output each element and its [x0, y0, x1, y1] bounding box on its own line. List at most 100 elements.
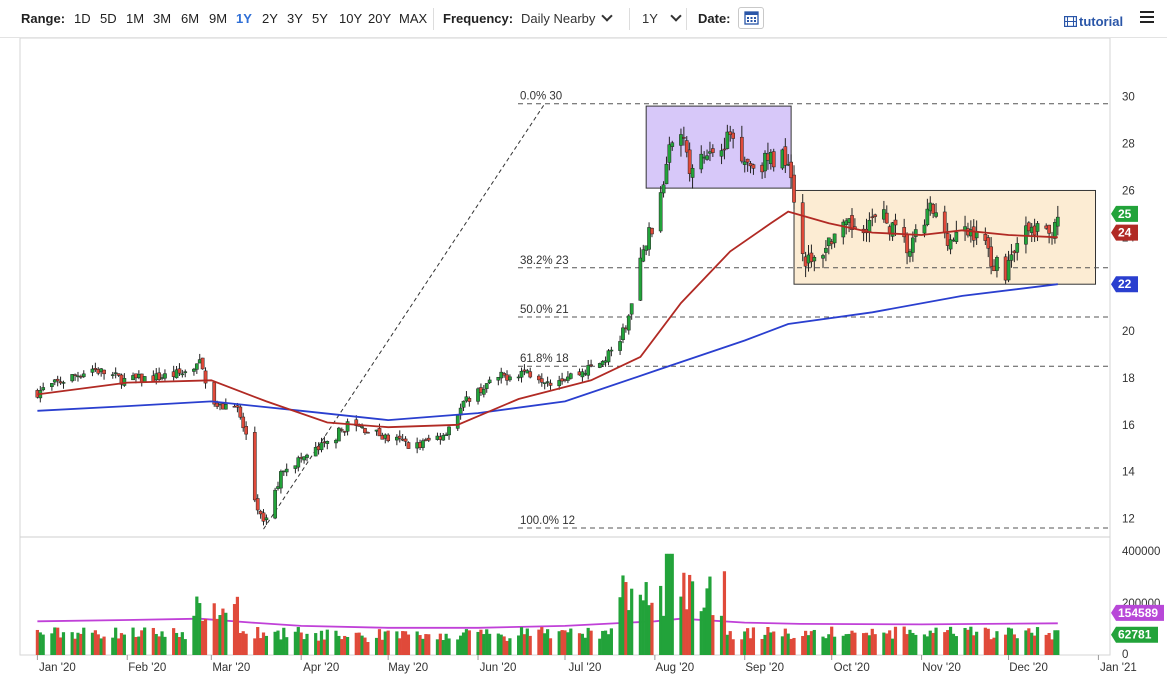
candlestick-series	[35, 124, 1060, 526]
candle-body	[606, 350, 611, 363]
candle-body	[337, 427, 341, 442]
volume-bar	[41, 634, 45, 655]
volume-bar	[893, 626, 898, 655]
range-button-2y[interactable]: 2Y	[262, 11, 278, 26]
volume-bar	[401, 631, 405, 655]
volume-bar	[560, 630, 564, 655]
candle-body	[884, 212, 889, 224]
candle-body	[742, 161, 747, 165]
volume-bar	[821, 636, 825, 655]
volume-bar	[763, 634, 767, 655]
volume-bar	[380, 639, 384, 655]
candle-body	[719, 150, 724, 157]
range-button-1d[interactable]: 1D	[74, 11, 91, 26]
x-tick-label: Oct '20	[834, 662, 870, 674]
volume-bar	[951, 633, 956, 655]
candle-body	[542, 382, 547, 384]
volume-bar	[702, 607, 706, 655]
volume-bar	[946, 630, 950, 655]
volume-bar	[172, 628, 176, 655]
volume-bar	[888, 630, 892, 655]
range-button-1m[interactable]: 1M	[126, 11, 145, 26]
volume-bar	[890, 638, 895, 655]
volume-bar	[502, 636, 506, 655]
range-button-3y[interactable]: 3Y	[287, 11, 303, 26]
volume-bar	[954, 636, 958, 655]
volume-bar	[235, 596, 240, 655]
ma-long-badge-label: 22	[1118, 277, 1132, 291]
volume-bar	[557, 631, 561, 655]
frequency-select[interactable]: Daily Nearby	[521, 10, 614, 26]
volume-bar	[827, 634, 831, 655]
volume-bar	[725, 634, 729, 655]
candle-body	[751, 164, 756, 169]
candle-body	[238, 406, 243, 418]
candle-body	[1009, 254, 1014, 261]
volume-bar	[902, 626, 906, 655]
candle-body	[731, 132, 735, 139]
volume-bar	[664, 553, 669, 655]
last-volume-badge	[1111, 626, 1158, 643]
volume-bar	[76, 632, 80, 655]
price-chart[interactable]: 0.0% 30 38.2% 23 50.0% 21 61.8% 18 100.0% 12…	[0, 38, 1167, 694]
volume-bar	[969, 626, 973, 655]
candle-body	[113, 372, 118, 374]
period-select[interactable]: 1Y	[642, 10, 682, 26]
candle-body	[212, 382, 217, 405]
volume-bar	[398, 638, 402, 655]
volume-bar	[885, 633, 889, 655]
ma-short-badge-label: 24	[1118, 226, 1132, 240]
volume-bar	[948, 626, 953, 655]
candle-body	[342, 431, 347, 433]
candle-body	[366, 432, 370, 434]
volume-bar	[444, 633, 448, 655]
volume-bar	[804, 630, 808, 655]
x-tick-label: May '20	[388, 662, 428, 674]
range-button-20y[interactable]: 20Y	[368, 11, 392, 26]
range-button-5y[interactable]: 5Y	[312, 11, 328, 26]
hamburger-menu-icon[interactable]	[1140, 11, 1154, 24]
candle-body	[609, 349, 614, 352]
volume-bar	[577, 633, 582, 655]
candle-body	[502, 373, 506, 376]
volume-ma-line	[37, 617, 1058, 629]
volume-bar	[116, 638, 121, 655]
fib-label: 0.0% 30	[520, 91, 562, 103]
range-button-1y[interactable]: 1Y	[236, 11, 252, 26]
x-tick-label: Sep '20	[745, 662, 784, 674]
candle-body	[850, 215, 854, 230]
volume-bar	[73, 638, 77, 655]
volume-bar	[583, 637, 587, 655]
volume-bar	[1004, 634, 1008, 655]
range-button-5d[interactable]: 5D	[100, 11, 117, 26]
volume-bar	[847, 633, 851, 655]
candle-body	[183, 371, 188, 374]
candle-body	[557, 380, 562, 387]
range-button-3m[interactable]: 3M	[153, 11, 172, 26]
tutorial-link[interactable]: tutorial	[1064, 14, 1123, 29]
volume-bar	[232, 604, 237, 655]
fib-label: 50.0% 21	[520, 304, 569, 316]
volume-bar	[1053, 630, 1057, 655]
volume-bar	[772, 631, 776, 655]
volume-bar	[853, 632, 857, 655]
candle-body	[792, 174, 796, 203]
range-button-10y[interactable]: 10Y	[339, 11, 363, 26]
calendar-button[interactable]	[738, 7, 764, 29]
range-button-max[interactable]: MAX	[399, 11, 428, 26]
candle-body	[192, 368, 196, 372]
volume-bar	[299, 632, 303, 655]
range-button-6m[interactable]: 6M	[181, 11, 200, 26]
volume-bar	[870, 628, 874, 655]
range-button-9m[interactable]: 9M	[209, 11, 228, 26]
ma-short-line	[37, 210, 1058, 429]
candle-body	[235, 405, 240, 408]
candle-body	[476, 388, 480, 402]
volume-bar	[873, 634, 877, 655]
candle-body	[81, 373, 86, 377]
candle-body	[763, 152, 767, 172]
volume-bar	[1044, 634, 1048, 655]
price-tick-label: 16	[1122, 420, 1135, 432]
volume-bar	[256, 627, 260, 655]
volume-bar	[459, 635, 463, 655]
